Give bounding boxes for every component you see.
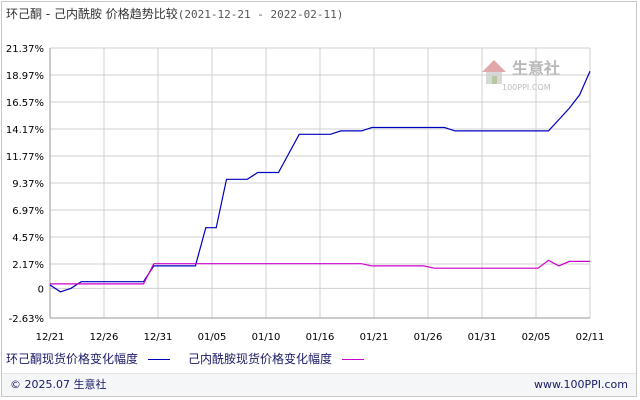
y-tick-label: 16.57% bbox=[6, 98, 44, 109]
y-tick-label: 21.37% bbox=[6, 44, 44, 55]
x-tick-label: 12/31 bbox=[144, 332, 173, 343]
legend-label-series-2: 己内酰胺现货价格变化幅度 bbox=[188, 352, 333, 366]
x-tick-label: 12/26 bbox=[90, 332, 119, 343]
x-tick-label: 01/21 bbox=[360, 332, 389, 343]
legend: 环己酮现货价格变化幅度 己内酰胺现货价格变化幅度 bbox=[6, 351, 382, 367]
footer-copyright: © 2025.07 生意社 bbox=[10, 378, 107, 391]
chart-title: 环己酮 - 己内酰胺 价格趋势比较(2021-12-21 - 2022-02-1… bbox=[6, 6, 343, 23]
footer: © 2025.07 生意社 www.100PPI.com bbox=[2, 373, 636, 396]
chart-title-main: 环己酮 - 己内酰胺 价格趋势比较 bbox=[6, 7, 178, 21]
chart-title-range: (2021-12-21 - 2022-02-11) bbox=[177, 8, 344, 21]
x-tick-label: 01/10 bbox=[252, 332, 281, 343]
y-tick-label: 4.57% bbox=[12, 233, 44, 244]
legend-swatch-series-2 bbox=[342, 359, 365, 360]
legend-swatch-series-1 bbox=[148, 359, 171, 360]
y-tick-label: 14.17% bbox=[6, 125, 44, 136]
x-tick-label: 01/26 bbox=[414, 332, 443, 343]
y-tick-label: 18.97% bbox=[6, 71, 44, 82]
x-tick-label: 01/31 bbox=[468, 332, 497, 343]
x-tick-label: 02/11 bbox=[576, 332, 605, 343]
x-tick-label: 01/16 bbox=[306, 332, 335, 343]
axes: 21.37% 18.97% 16.57% 14.17% 11.77% 9.37% 6.97%… bbox=[6, 44, 605, 343]
y-tick-label: 0 bbox=[38, 284, 44, 295]
y-tick-label: -2.63% bbox=[9, 314, 44, 325]
y-tick-label: 11.77% bbox=[6, 152, 44, 163]
legend-label-series-1: 环己酮现货价格变化幅度 bbox=[6, 352, 139, 366]
grid bbox=[49, 47, 591, 319]
x-tick-label: 01/05 bbox=[198, 332, 227, 343]
series-line-1 bbox=[49, 71, 591, 293]
footer-site-link[interactable]: www.100PPI.com bbox=[534, 378, 628, 391]
x-tick-label: 02/05 bbox=[522, 332, 551, 343]
y-tick-label: 9.37% bbox=[12, 179, 44, 190]
y-tick-label: 2.17% bbox=[12, 260, 44, 271]
series bbox=[49, 71, 591, 293]
x-tick-label: 12/21 bbox=[36, 332, 65, 343]
series-line-2 bbox=[50, 259, 590, 285]
watermark-url: 100PPI.COM bbox=[502, 83, 551, 92]
y-tick-label: 6.97% bbox=[12, 206, 44, 217]
